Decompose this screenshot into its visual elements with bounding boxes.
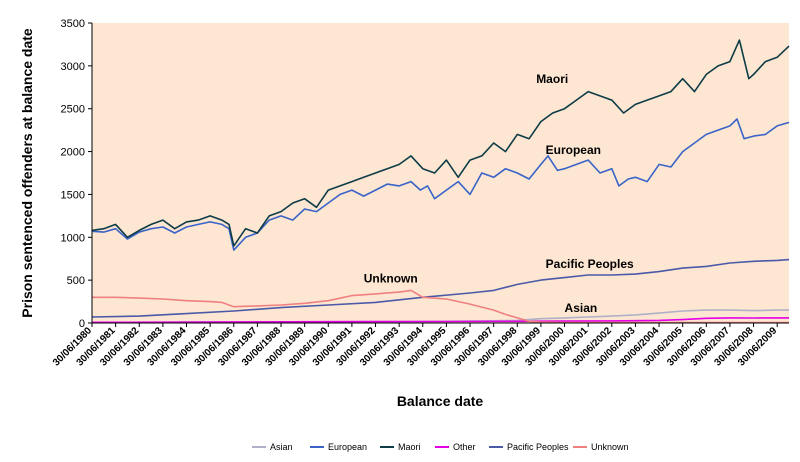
y-axis-title: Prison sentenced offenders at balance da… [19,28,35,318]
series-annotation: Pacific Peoples [546,257,634,271]
series-annotation: Maori [536,72,568,86]
series-annotation: Unknown [364,272,418,286]
y-tick-label: 3500 [61,18,85,30]
legend-label: Maori [398,442,421,452]
y-tick-label: 0 [79,318,85,330]
series-line-unknown [92,289,789,324]
legend-label: Other [453,442,476,452]
x-axis-title: Balance date [397,393,484,409]
plot-area [92,23,789,323]
y-axis-ticks: 0 500 1000 1500 2000 2500 3000 3500 [61,18,92,330]
series-annotations: Maori European Pacific Peoples Unknown Asian [364,72,634,315]
y-tick-label: 500 [67,275,85,287]
legend-label: Pacific Peoples [507,442,569,452]
series-line-other [91,317,789,324]
legend-label: Asian [270,442,293,452]
series-annotation: Asian [565,301,598,315]
legend-label: Unknown [591,442,629,452]
y-tick-label: 1000 [61,232,85,244]
x-axis-ticks: 30/06/198030/06/198130/06/198230/06/1983… [51,323,780,369]
series-line-european [91,118,790,251]
legend: Asian European Maori Other Pacific Peoples Un… [252,442,629,452]
series-layer [91,39,790,324]
series-line-pacific-peoples [91,258,790,318]
y-tick-label: 2000 [61,147,85,159]
y-tick-label: 3000 [61,61,85,73]
series-annotation: European [546,143,601,157]
y-tick-label: 2500 [61,104,85,116]
y-tick-label: 1500 [61,189,85,201]
legend-label: European [328,442,367,452]
series-line-maori [91,39,790,247]
